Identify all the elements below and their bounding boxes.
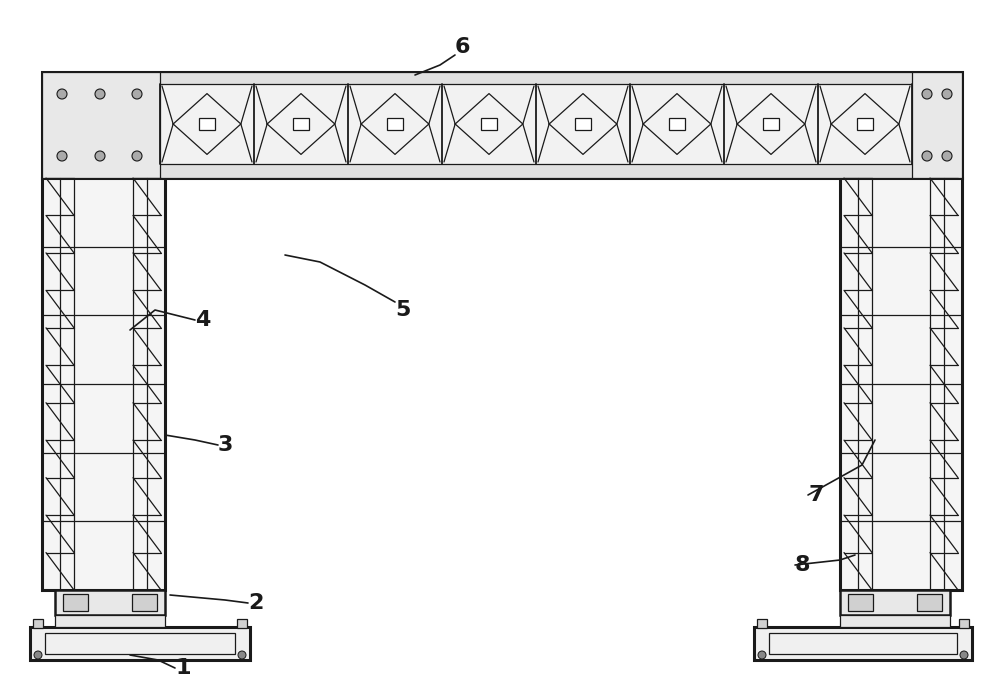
Bar: [42, 72, 962, 84]
Bar: [754, 627, 972, 660]
Circle shape: [942, 89, 952, 99]
Text: 8: 8: [795, 555, 810, 575]
Bar: [387, 118, 403, 130]
Bar: [293, 118, 309, 130]
Bar: [63, 594, 88, 611]
Bar: [769, 633, 957, 654]
Bar: [55, 615, 165, 627]
Circle shape: [95, 151, 105, 161]
Circle shape: [922, 151, 932, 161]
Circle shape: [922, 89, 932, 99]
Bar: [42, 178, 165, 590]
Bar: [840, 615, 950, 627]
Circle shape: [95, 89, 105, 99]
Text: 7: 7: [808, 485, 824, 505]
Bar: [912, 72, 962, 178]
Circle shape: [942, 151, 952, 161]
Circle shape: [34, 651, 42, 659]
Bar: [42, 164, 962, 178]
Text: 6: 6: [455, 37, 471, 57]
Bar: [857, 118, 873, 130]
Bar: [55, 590, 165, 615]
Bar: [669, 118, 685, 130]
Circle shape: [132, 89, 142, 99]
Bar: [763, 118, 779, 130]
Text: 5: 5: [395, 300, 410, 320]
Bar: [42, 72, 962, 178]
Text: 2: 2: [248, 593, 263, 613]
Bar: [757, 619, 767, 628]
Bar: [917, 594, 942, 611]
Bar: [481, 118, 497, 130]
Circle shape: [132, 151, 142, 161]
Text: 3: 3: [218, 435, 233, 455]
Bar: [199, 118, 215, 130]
Circle shape: [758, 651, 766, 659]
Bar: [575, 118, 591, 130]
Bar: [840, 178, 962, 590]
Circle shape: [238, 651, 246, 659]
Circle shape: [960, 651, 968, 659]
Bar: [42, 72, 160, 178]
Bar: [132, 594, 157, 611]
Text: 4: 4: [195, 310, 210, 330]
Bar: [848, 594, 873, 611]
Bar: [840, 590, 950, 615]
Text: 1: 1: [175, 658, 190, 678]
Bar: [237, 619, 247, 628]
Bar: [33, 619, 43, 628]
Circle shape: [57, 151, 67, 161]
Bar: [30, 627, 250, 660]
Bar: [45, 633, 235, 654]
Circle shape: [57, 89, 67, 99]
Bar: [959, 619, 969, 628]
